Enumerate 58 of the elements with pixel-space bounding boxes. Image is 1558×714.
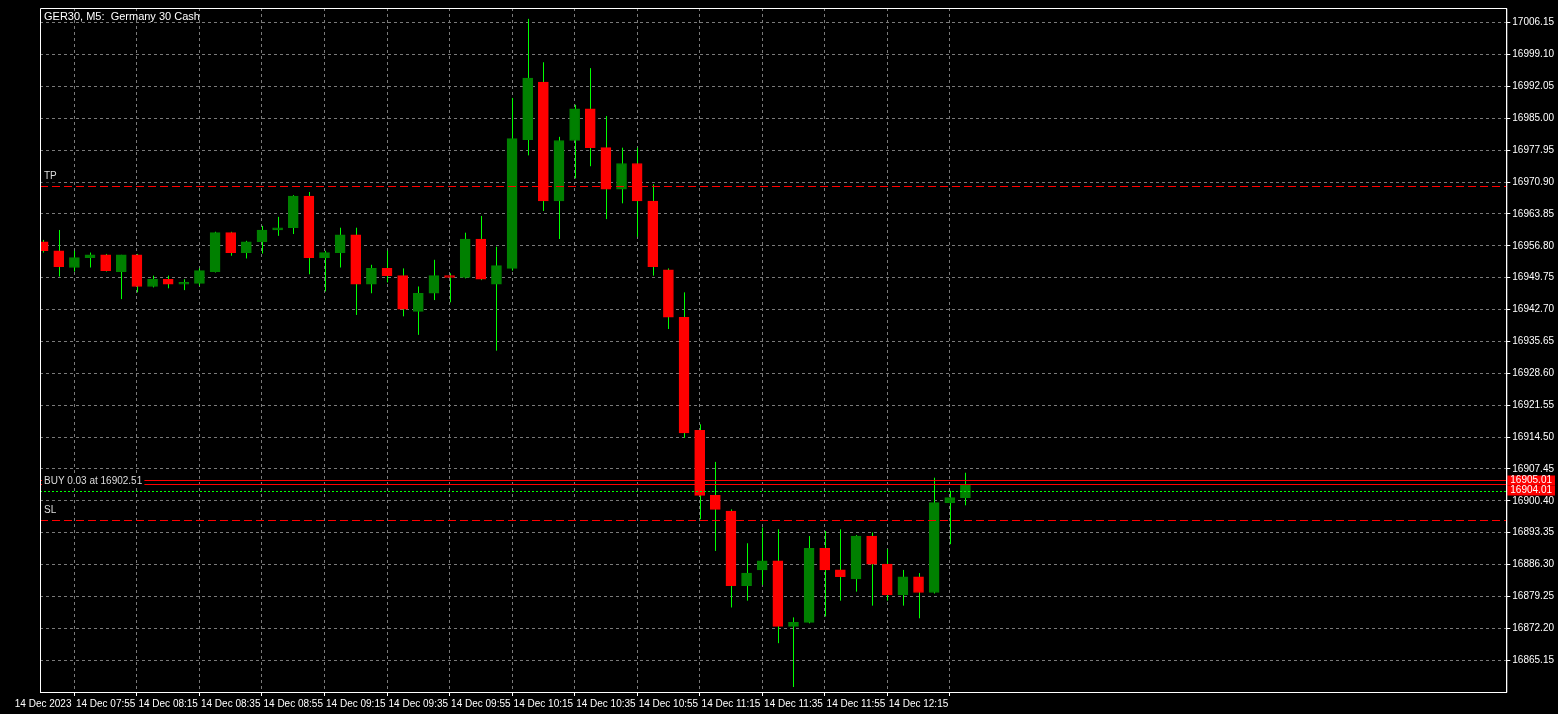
y-tick-label: 16921.55 (1512, 398, 1555, 410)
y-tick-label: 16935.65 (1512, 335, 1555, 347)
y-tick-label: 16886.30 (1512, 558, 1555, 570)
x-tick-label: 14 Dec 10:35 (576, 697, 637, 709)
candlestick (272, 216, 283, 237)
x-tick-label: 14 Dec 08:15 (138, 697, 199, 709)
candlestick (897, 569, 909, 607)
x-tick-label: 14 Dec 11:35 (764, 697, 824, 709)
candlestick (69, 250, 80, 273)
candlestick (741, 542, 752, 602)
candlestick (491, 246, 502, 352)
candlestick (819, 530, 831, 617)
x-tick-label: 14 Dec 12:15 (888, 697, 949, 709)
y-tick-label: 16865.15 (1512, 653, 1555, 665)
y-tick-label: 16900.40 (1512, 494, 1555, 506)
y-tick-label: 16977.95 (1512, 143, 1555, 155)
ref-line-label: SL (44, 504, 57, 516)
y-tick-label: 16970.90 (1512, 175, 1555, 187)
x-tick-label: 14 Dec 09:55 (451, 697, 511, 709)
candlestick (756, 526, 768, 586)
candlestick (788, 616, 799, 688)
candlestick (428, 259, 440, 301)
x-tick-label: 14 Dec 11:55 (826, 697, 886, 709)
y-tick-label: 16928.60 (1512, 367, 1555, 379)
y-tick-label: 16907.45 (1512, 462, 1555, 474)
candlestick (319, 250, 330, 292)
x-tick-label: 14 Dec 09:15 (326, 697, 386, 709)
ref-line-label: TP (44, 170, 58, 182)
y-tick-label: 16956.80 (1512, 239, 1555, 251)
y-tick-label: 16985.00 (1512, 112, 1555, 124)
x-tick-label: 14 Dec 10:15 (513, 697, 574, 709)
candlestick (913, 572, 924, 619)
ref-line-label: 16905.01 (1510, 474, 1553, 486)
x-tick-label: 14 Dec 11:15 (701, 697, 761, 709)
x-tick-label: 14 Dec 07:55 (75, 697, 136, 709)
x-tick-label: 14 Dec 2023 (14, 697, 72, 709)
candlestick (444, 272, 455, 303)
x-tick-label: 14 Dec 08:55 (263, 697, 324, 709)
y-tick-label: 16999.10 (1512, 48, 1555, 60)
y-tick-label: 16872.20 (1512, 622, 1555, 634)
y-tick-label: 17006.15 (1512, 16, 1555, 28)
y-tick-label: 16914.50 (1512, 430, 1555, 442)
ref-line-label: BUY 0.03 at 16902.51 (44, 475, 143, 487)
y-tick-label: 16879.25 (1512, 590, 1555, 602)
y-tick-label: 16949.75 (1512, 271, 1555, 283)
y-tick-label: 16893.35 (1512, 526, 1555, 538)
x-tick-label: 14 Dec 09:35 (388, 697, 449, 709)
ref-line-label: 16904.01 (1510, 484, 1553, 496)
x-tick-label: 14 Dec 08:35 (200, 697, 261, 709)
candlestick (412, 285, 424, 336)
y-tick-label: 16963.85 (1512, 207, 1555, 219)
y-tick-label: 16992.05 (1512, 80, 1555, 92)
candlestick (835, 528, 846, 602)
candlestick (334, 227, 346, 268)
y-tick-label: 16942.70 (1512, 303, 1555, 315)
x-tick-label: 14 Dec 10:55 (638, 697, 699, 709)
chart-title: GER30, M5: Germany 30 Cash (44, 9, 200, 22)
candlestick (381, 250, 393, 283)
